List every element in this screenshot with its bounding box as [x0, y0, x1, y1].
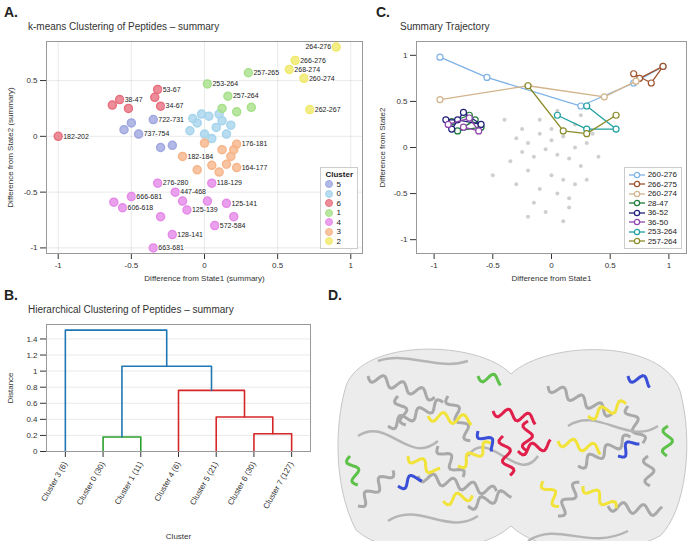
svg-text:-0.5: -0.5	[394, 189, 408, 198]
svg-text:722-731: 722-731	[158, 116, 184, 123]
svg-text:Cluster 5 (21): Cluster 5 (21)	[188, 460, 220, 507]
svg-text:-1: -1	[55, 261, 63, 270]
html-text:0: 0	[336, 189, 341, 198]
svg-text:264-276: 264-276	[305, 43, 331, 50]
svg-text:0.8: 0.8	[26, 383, 38, 392]
html-text:1: 1	[336, 208, 341, 217]
svg-text:663-681: 663-681	[158, 244, 184, 251]
html-text:257-264: 257-264	[647, 236, 677, 246]
svg-text:0.5: 0.5	[396, 97, 408, 106]
svg-text:0: 0	[403, 143, 408, 152]
svg-text:268-274: 268-274	[294, 66, 320, 73]
html-text:260-274: 260-274	[647, 189, 677, 198]
svg-text:-0.5: -0.5	[486, 261, 500, 270]
svg-text:1: 1	[667, 261, 672, 270]
svg-text:Distance: Distance	[6, 372, 15, 404]
html-text:A.: A.	[4, 4, 18, 20]
svg-text:0.5: 0.5	[26, 76, 38, 85]
html-text:D.: D.	[328, 287, 342, 303]
svg-text:Difference from State1: Difference from State1	[512, 274, 592, 283]
svg-text:0.4: 0.4	[26, 415, 38, 424]
svg-text:53-67: 53-67	[163, 86, 181, 93]
svg-text:Cluster 0 (30): Cluster 0 (30)	[75, 460, 107, 507]
svg-text:Cluster 6 (30): Cluster 6 (30)	[226, 460, 258, 507]
html-text:260-276: 260-276	[647, 170, 677, 179]
svg-text:0.6: 0.6	[26, 399, 38, 408]
svg-text:164-177: 164-177	[242, 164, 268, 171]
html-text:5: 5	[336, 179, 341, 189]
svg-text:0: 0	[549, 261, 554, 270]
svg-text:262-267: 262-267	[315, 106, 341, 113]
html-text:Cluster: Cluster	[325, 170, 353, 179]
svg-text:260-274: 260-274	[309, 75, 335, 82]
svg-text:Cluster 3 (6): Cluster 3 (6)	[40, 460, 70, 503]
svg-text:125-141: 125-141	[231, 200, 257, 207]
svg-text:0: 0	[33, 132, 38, 141]
svg-text:-1: -1	[431, 261, 439, 270]
svg-text:0.5: 0.5	[605, 261, 617, 270]
svg-text:-1: -1	[30, 243, 38, 252]
html-text:36-50: 36-50	[647, 217, 669, 227]
html-text:266-275: 266-275	[647, 179, 677, 189]
svg-text:-1: -1	[400, 235, 408, 244]
svg-text:125-139: 125-139	[192, 206, 218, 213]
html-text:253-264: 253-264	[647, 227, 677, 236]
svg-text:257-265: 257-265	[253, 69, 279, 76]
svg-text:253-264: 253-264	[212, 80, 238, 87]
html-text:6: 6	[336, 198, 341, 208]
html-text:3: 3	[336, 227, 341, 236]
svg-text:Difference from State2 (summar: Difference from State2 (summary)	[6, 87, 15, 208]
html-text:C.: C.	[376, 4, 390, 20]
svg-text:1: 1	[33, 367, 38, 376]
svg-text:606-618: 606-618	[128, 204, 154, 211]
svg-text:Cluster: Cluster	[166, 532, 192, 541]
svg-text:34-67: 34-67	[166, 102, 184, 109]
svg-text:1.4: 1.4	[26, 335, 38, 344]
svg-text:0: 0	[202, 261, 207, 270]
svg-text:737-754: 737-754	[144, 130, 170, 137]
svg-text:Difference from State2: Difference from State2	[378, 107, 387, 187]
svg-text:1: 1	[403, 51, 408, 60]
svg-text:Cluster 1 (11): Cluster 1 (11)	[113, 460, 145, 506]
svg-text:38-47: 38-47	[125, 96, 143, 103]
svg-text:0.5: 0.5	[272, 261, 284, 270]
svg-text:276-280: 276-280	[163, 179, 189, 186]
svg-text:Cluster 7 (127): Cluster 7 (127)	[261, 460, 295, 511]
svg-text:0: 0	[33, 447, 38, 456]
svg-text:0.2: 0.2	[26, 431, 38, 440]
svg-text:-0.5: -0.5	[24, 188, 38, 197]
html-text:4: 4	[336, 217, 341, 227]
html-text:Summary Trajectory: Summary Trajectory	[400, 21, 490, 32]
html-text:k-means Clustering of Peptides: k-means Clustering of Peptides – summary	[28, 21, 220, 32]
html-text:28-47: 28-47	[647, 198, 669, 208]
html-text:B.: B.	[4, 287, 18, 303]
svg-text:182-202: 182-202	[63, 133, 89, 140]
html-text:2: 2	[336, 236, 341, 246]
svg-text:1: 1	[349, 261, 354, 270]
svg-text:Difference from State1 (summar: Difference from State1 (summary)	[144, 274, 265, 283]
svg-text:182-184: 182-184	[188, 153, 214, 160]
svg-text:176-181: 176-181	[242, 140, 268, 147]
svg-text:266-276: 266-276	[300, 57, 326, 64]
svg-text:666-681: 666-681	[136, 193, 162, 200]
svg-text:118-129: 118-129	[217, 179, 242, 186]
html-text:Hierarchical Clustering of Pep: Hierarchical Clustering of Peptides – su…	[28, 304, 234, 315]
svg-text:447-468: 447-468	[180, 188, 206, 195]
svg-text:1.2: 1.2	[26, 351, 38, 360]
svg-text:Cluster 4 (6): Cluster 4 (6)	[153, 460, 183, 503]
svg-text:128-141: 128-141	[177, 231, 203, 238]
html-text:36-52: 36-52	[647, 208, 669, 217]
svg-text:572-584: 572-584	[220, 222, 246, 229]
svg-text:257-264: 257-264	[233, 92, 259, 99]
svg-text:-0.5: -0.5	[124, 261, 138, 270]
